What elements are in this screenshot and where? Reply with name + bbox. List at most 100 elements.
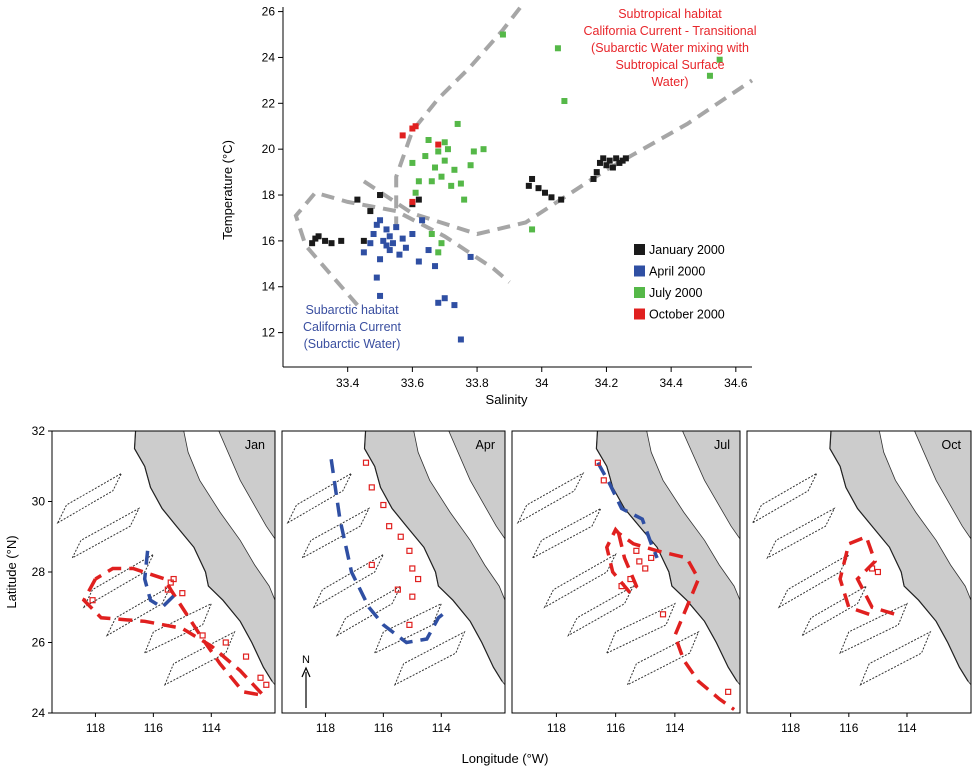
station-marker — [199, 632, 206, 639]
map-panel-oct: Oct 118 116 114 — [746, 430, 972, 735]
data-point — [596, 159, 603, 166]
map-y-tick-label: 30 — [32, 495, 46, 509]
pacific-coastline — [829, 431, 969, 682]
panel-month-label: Apr — [476, 438, 495, 452]
station-marker — [594, 459, 601, 466]
x-tick-label: 33.8 — [465, 376, 489, 390]
station-marker — [648, 554, 655, 562]
panel-month-label: Oct — [942, 438, 962, 452]
legend-swatch — [634, 244, 645, 255]
data-point — [377, 217, 384, 224]
data-point — [383, 242, 390, 249]
map-x-axis-title: Longitude (°W) — [462, 751, 549, 766]
station-transect — [393, 630, 466, 686]
data-point — [328, 240, 335, 247]
data-point — [561, 98, 568, 105]
station-marker — [397, 533, 404, 540]
data-point — [603, 162, 610, 169]
data-point — [377, 192, 384, 199]
panel-frame — [281, 430, 506, 714]
data-point — [360, 249, 367, 256]
data-point — [590, 175, 597, 182]
station-transect — [301, 507, 371, 560]
panel-month-label: Jul — [714, 438, 730, 452]
station-marker — [874, 568, 882, 576]
legend-swatch — [634, 265, 645, 277]
station-transect — [163, 630, 236, 686]
data-point — [548, 194, 555, 201]
map-x-tick-label: 116 — [144, 721, 163, 735]
y-tick-label: 16 — [262, 234, 276, 248]
x-tick-label: 34.2 — [595, 376, 619, 390]
station-transect — [626, 630, 700, 686]
station-transect — [751, 472, 818, 524]
data-point — [616, 159, 623, 166]
panel-frame — [746, 430, 972, 714]
subarctic-annotation-line: California Current — [303, 320, 401, 334]
station-marker — [89, 597, 96, 604]
subarctic-boundary — [293, 190, 511, 307]
map-y-tick-label: 32 — [32, 424, 46, 438]
station-marker — [394, 586, 401, 593]
station-marker — [170, 575, 177, 583]
north-arrowhead — [301, 666, 311, 678]
subtropical-boundary — [394, 3, 524, 230]
station-transect — [543, 553, 617, 609]
legend-label: January 2000 — [649, 243, 725, 257]
station-marker — [725, 688, 732, 695]
data-point — [412, 189, 419, 196]
data-point — [435, 141, 442, 148]
data-point — [432, 263, 439, 270]
map-x-tick-label: 114 — [897, 721, 916, 735]
pacific-coastline — [595, 431, 738, 682]
station-marker — [659, 611, 667, 618]
map-x-tick-label: 116 — [839, 721, 858, 735]
data-point — [467, 253, 474, 260]
panel-content — [56, 431, 275, 699]
map-x-tick-label: 118 — [316, 721, 335, 735]
map-panel-jul: Jul 118 116 114 — [511, 430, 741, 735]
map-x-tick-label: 114 — [202, 721, 221, 735]
station-transect — [286, 472, 353, 524]
panel-content — [286, 431, 505, 686]
data-point — [422, 153, 429, 160]
station-marker — [618, 582, 625, 590]
data-point — [593, 169, 600, 176]
station-marker — [409, 565, 416, 572]
data-point — [415, 258, 422, 265]
y-tick-label: 18 — [262, 188, 276, 202]
data-point — [499, 31, 506, 38]
station-transect — [312, 553, 385, 609]
subtropical-boundary — [362, 78, 754, 237]
station-marker — [406, 547, 413, 554]
station-transect — [373, 602, 443, 655]
data-point — [467, 162, 474, 169]
subtropical-annotation-line: (Subarctic Water mixing with — [591, 41, 749, 55]
station-transect — [839, 602, 908, 655]
map-x-tick-label: 116 — [606, 721, 625, 735]
data-point — [438, 240, 445, 247]
data-point — [435, 299, 442, 306]
data-point — [309, 240, 316, 247]
legend-label: April 2000 — [649, 265, 705, 279]
data-point — [412, 123, 419, 130]
station-marker — [368, 484, 375, 491]
map-y-tick-label: 24 — [32, 706, 46, 720]
land-mainland — [682, 431, 740, 540]
data-point — [541, 189, 548, 196]
panel-content — [516, 431, 740, 711]
station-marker — [406, 621, 413, 628]
map-x-tick-label: 116 — [374, 721, 393, 735]
subtropical-annotation-line: Subtropical habitat — [618, 7, 722, 21]
data-point — [428, 231, 435, 238]
data-point — [367, 240, 374, 247]
station-transect — [516, 472, 585, 524]
subtropical-habitat-outline — [81, 566, 269, 699]
data-point — [613, 155, 620, 162]
map-y-tick-label: 28 — [32, 565, 46, 579]
data-point — [600, 155, 607, 162]
station-marker — [257, 674, 264, 681]
y-tick-label: 12 — [262, 326, 276, 340]
legend-swatch — [634, 308, 645, 320]
station-transect — [105, 584, 172, 637]
